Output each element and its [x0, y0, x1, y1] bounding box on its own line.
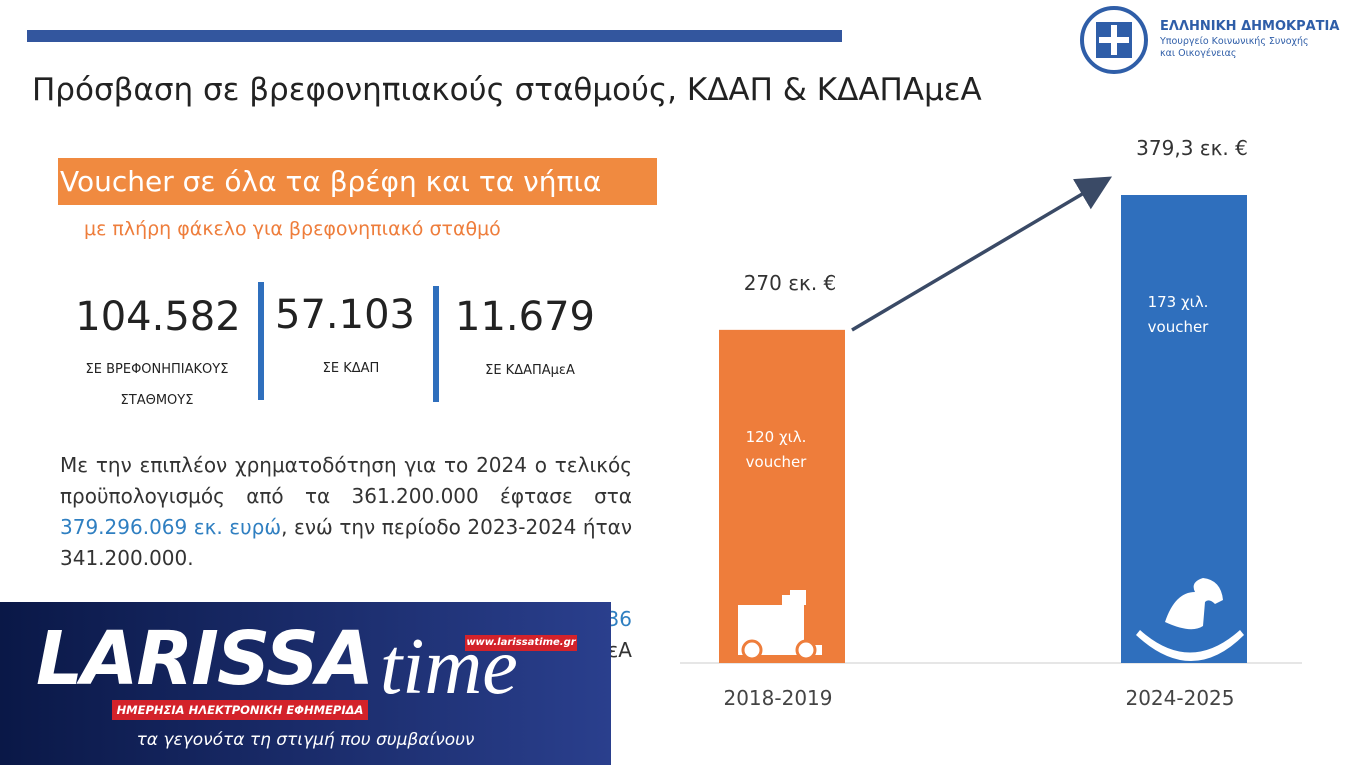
banner-title: Voucher σε όλα τα βρέφη και τα νήπια [58, 158, 657, 205]
url: www.larissatime.gr [465, 635, 577, 651]
ministry-name: και Οικογένειας [1160, 48, 1236, 59]
divider [433, 286, 439, 402]
bar-label: voucher [746, 453, 808, 471]
bar [1121, 195, 1247, 663]
x-tick-label: 2018-2019 [723, 686, 832, 710]
paragraph: Με την επιπλέον χρηματοδότηση για το 202… [60, 450, 632, 574]
tagline: τα γεγονότα τη στιγμή που συμβαίνουν [136, 730, 475, 750]
text: , ενώ την περίοδο 2023-2024 ήταν 341.200… [60, 515, 633, 570]
icon [741, 639, 763, 661]
icon [738, 590, 822, 655]
stat-label: ΣΕ ΚΔΑΠΑμεΑ [485, 363, 575, 378]
slide-title: Πρόσβαση σε βρεφονηπιακούς σταθμούς, ΚΔΑ… [32, 72, 982, 108]
bar-label: 173 χιλ. [1148, 293, 1209, 311]
emblem-cross [1099, 37, 1129, 43]
divider [258, 282, 264, 400]
value-label: 379,3 εκ. € [1136, 136, 1248, 160]
ministry-name: Υπουργείο Κοινωνικής Συνοχής [1159, 36, 1309, 47]
highlight: 379.296.069 εκ. ευρώ [60, 515, 282, 539]
text: Με την επιπλέον χρηματοδότηση για το 202… [60, 453, 632, 508]
stat-number: 104.582 [75, 294, 241, 340]
stat-label: ΣΕ ΒΡΕΦΟΝΗΠΙΑΚΟΥΣ [85, 362, 229, 377]
banner-subtitle: με πλήρη φάκελο για βρεφονηπιακό σταθμό [84, 218, 501, 240]
emblem [1080, 6, 1148, 74]
top-bar [27, 30, 842, 42]
growth-arrow [851, 176, 1113, 332]
text-fragment: εΑ [607, 638, 633, 662]
bar-label: 120 χιλ. [746, 428, 807, 446]
ministry-country: ΕΛΛΗΝΙΚΗ ΔΗΜΟΚΡΑΤΙΑ [1160, 19, 1339, 34]
stat-label: ΣΕ ΚΔΑΠ [322, 361, 380, 376]
strap: ΗΜΕΡΗΣΙΑ ΗΛΕΚΤΡΟΝΙΚΗ ΕΦΗΜΕΡΙΔΑ [112, 700, 368, 720]
icon [795, 639, 817, 661]
stat-number: 11.679 [455, 294, 595, 340]
stat-label: ΣΤΑΘΜΟΥΣ [120, 393, 194, 408]
watermark: LARISSA time www.larissatime.gr ΗΜΕΡΗΣΙΑ… [0, 602, 611, 765]
bar-label: voucher [1148, 318, 1210, 336]
icon [1136, 578, 1244, 661]
brand: LARISSA [36, 616, 374, 702]
stat-number: 57.103 [275, 292, 415, 338]
x-tick-label: 2024-2025 [1125, 686, 1234, 710]
value-label: 270 εκ. € [744, 271, 837, 295]
